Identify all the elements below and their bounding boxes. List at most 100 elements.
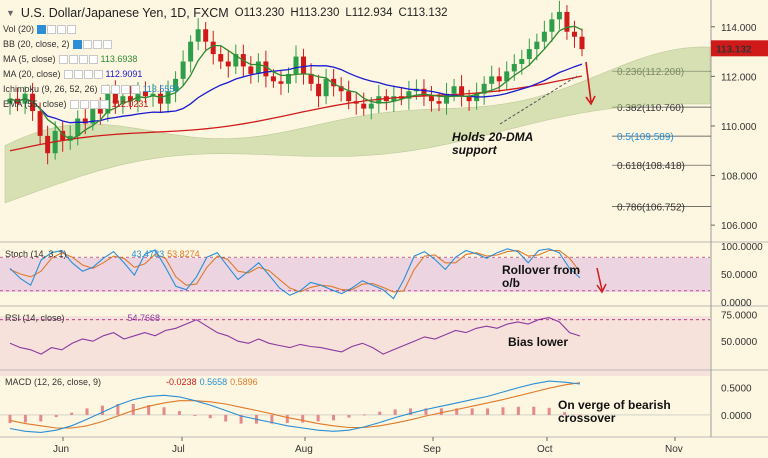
candle-body xyxy=(142,91,148,97)
rsi-label: RSI (14, close) xyxy=(5,313,65,323)
indicator-label: Vol (20) xyxy=(3,24,35,34)
high-value: H113.230 xyxy=(290,7,340,19)
candle-body xyxy=(150,93,156,97)
candle-body xyxy=(579,36,585,50)
stoch-k-line xyxy=(9,248,581,300)
macd-label: MACD (12, 26, close, 9) xyxy=(5,377,102,387)
candle-body xyxy=(489,76,495,84)
candle-body xyxy=(308,73,314,84)
indicator-legend-2[interactable]: MA (5, close) 113.6938 xyxy=(3,54,137,64)
down-arrow-head-stoch xyxy=(596,283,607,294)
candle-body xyxy=(195,29,201,42)
indicator-value: 112.0231 xyxy=(111,99,149,109)
indicator-toolbar-icon[interactable] xyxy=(72,39,112,49)
indicator-legend-3[interactable]: MA (20, close) 112.9091 xyxy=(3,69,142,79)
macd-hist-bar xyxy=(193,414,197,416)
candle-body xyxy=(45,135,51,154)
macd-hist-bar xyxy=(54,414,58,418)
macd-hist-bar xyxy=(208,414,212,419)
indicator-legend-4[interactable]: Ichimoku (9, 26, 52, 26) 113.5550 xyxy=(3,84,179,94)
candle-body xyxy=(459,86,465,97)
fib-label: 0.786(106.752) xyxy=(617,202,685,213)
indicator-label: MA (5, close) xyxy=(3,54,56,64)
stoch-tick-label: 100.0000 xyxy=(721,242,763,253)
candle-body xyxy=(338,86,344,92)
macd-signal-value: 0.5896 xyxy=(230,377,258,387)
macd-hist-bar xyxy=(362,414,366,416)
macd-hist-bar xyxy=(563,412,567,415)
candle-body xyxy=(541,31,547,42)
candle-body xyxy=(203,29,209,42)
ichimoku-cloud xyxy=(4,46,711,204)
candle-body xyxy=(127,96,133,102)
fib-label: 0.5(109.589) xyxy=(617,132,674,143)
candle-body xyxy=(451,86,457,94)
y-tick-label: 106.000 xyxy=(721,221,758,232)
rsi-tick-label: 75.0000 xyxy=(721,310,758,321)
ma5-line xyxy=(9,25,583,141)
macd-hist-bar xyxy=(393,409,397,415)
indicator-toolbar-icon[interactable] xyxy=(58,54,98,64)
stoch-label: Stoch (14, 3, 1) xyxy=(5,249,67,259)
indicator-label: EMA (55, close) xyxy=(3,99,67,109)
candle-body xyxy=(285,73,291,84)
annotation-holds-20dma: Holds 20-DMA support xyxy=(452,130,533,157)
stoch-d-value: 53.8274 xyxy=(167,249,200,259)
macd-hist-bar xyxy=(224,414,228,422)
macd-hist-bar xyxy=(147,405,151,415)
x-tick-label: Jul xyxy=(172,444,185,455)
rsi-tick-label: 50.0000 xyxy=(721,337,758,348)
indicator-legend-1[interactable]: BB (20, close, 2) xyxy=(3,39,112,49)
symbol-title: U.S. Dollar/Japanese Yen, 1D, FXCM xyxy=(20,6,229,20)
macd-hist-bar xyxy=(516,406,520,415)
macd-hist-bar xyxy=(8,414,12,424)
macd-hist-bar xyxy=(177,411,181,415)
candle-body xyxy=(504,71,510,82)
indicator-toolbar-icon[interactable] xyxy=(69,99,109,109)
macd-hist-bar xyxy=(285,414,289,424)
rsi-legend: RSI (14, close) 54.7668 xyxy=(5,313,160,323)
annotation-rollover: Rollover from o/b xyxy=(502,263,581,290)
indicator-toolbar-icon[interactable] xyxy=(63,69,103,79)
candle-body xyxy=(97,108,103,114)
candle-body xyxy=(225,61,231,67)
candle-body xyxy=(526,49,532,60)
candle-body xyxy=(368,103,374,109)
indicator-legend-0[interactable]: Vol (20) xyxy=(3,24,77,34)
candle-body xyxy=(481,83,487,94)
macd-hist-bar xyxy=(116,404,120,415)
candle-body xyxy=(293,56,299,74)
support-dashed-line xyxy=(499,75,578,125)
macd-hist-bar xyxy=(85,408,89,415)
annotation-bias-lower: Bias lower xyxy=(508,335,569,349)
candle-body xyxy=(75,118,81,136)
candle-body xyxy=(556,11,562,20)
rsi-value: 54.7668 xyxy=(127,313,161,323)
close-value: C113.132 xyxy=(398,7,448,19)
chevron-down-icon[interactable]: ▼ xyxy=(6,8,15,18)
macd-hist-bar xyxy=(532,406,536,415)
price-tag xyxy=(711,40,768,57)
indicator-toolbar-icon[interactable] xyxy=(37,24,77,34)
macd-hist-bar xyxy=(424,408,428,415)
x-tick-label: Nov xyxy=(665,444,683,455)
candle-body xyxy=(210,41,216,55)
candle-body xyxy=(519,59,525,64)
macd-hist-bar xyxy=(332,414,336,421)
stoch-legend: Stoch (14, 3, 1) 43.4783 53.8274 xyxy=(5,249,200,259)
candle-body xyxy=(571,31,577,37)
candle-body xyxy=(346,91,352,102)
stoch-d-line xyxy=(9,249,581,293)
candle-body xyxy=(60,130,66,141)
indicator-legend-5[interactable]: EMA (55, close) 112.0231 xyxy=(3,99,148,109)
macd-hist-bar xyxy=(239,414,243,424)
macd-hist-bar xyxy=(131,404,135,415)
x-tick-label: Aug xyxy=(295,444,313,455)
indicator-toolbar-icon[interactable] xyxy=(100,84,140,94)
candle-body xyxy=(444,93,450,104)
ma20-line xyxy=(9,63,583,124)
macd-hist-bar xyxy=(23,414,27,423)
macd-hist-bar xyxy=(578,414,582,417)
macd-tick-label: 0.5000 xyxy=(721,384,752,395)
